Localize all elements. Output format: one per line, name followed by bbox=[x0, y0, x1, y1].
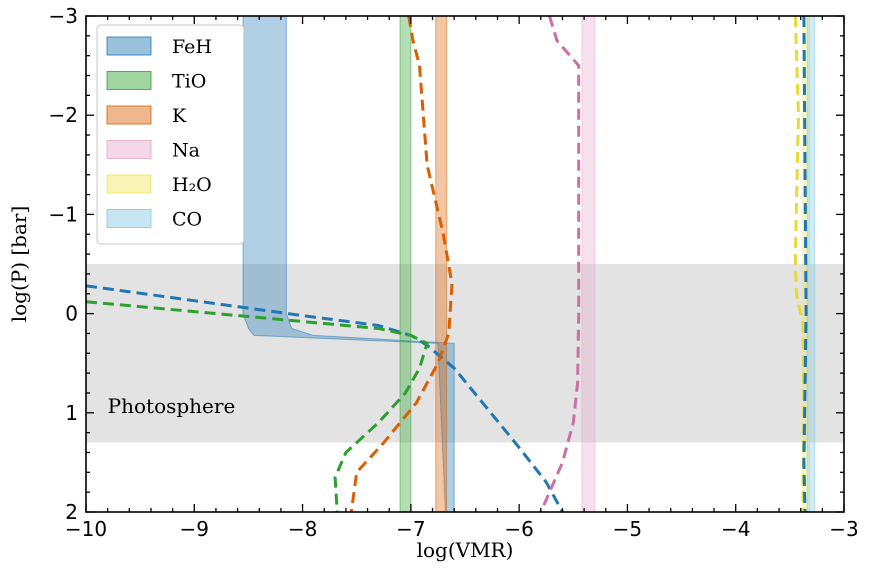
y-tick-label: −3 bbox=[49, 4, 78, 28]
x-tick-label: −10 bbox=[65, 517, 107, 541]
co-profile-line bbox=[802, 16, 808, 512]
photosphere-label: Photosphere bbox=[108, 394, 236, 418]
profile-lines bbox=[86, 16, 808, 512]
x-tick-label: −4 bbox=[721, 517, 750, 541]
plot-frame bbox=[85, 15, 845, 513]
legend-item-feh: FeH bbox=[106, 36, 212, 58]
legend-label: FeH bbox=[172, 36, 212, 58]
legend-item-tio: TiO bbox=[106, 71, 206, 93]
x-tick-label: −6 bbox=[504, 517, 533, 541]
legend-swatch bbox=[106, 71, 152, 90]
y-tick-label: 0 bbox=[65, 302, 78, 326]
legend-swatch bbox=[106, 174, 152, 194]
legend-item-co: CO bbox=[106, 209, 202, 231]
legend-swatch bbox=[106, 209, 152, 228]
x-tick-label: −8 bbox=[288, 517, 317, 541]
x-tick-label: −5 bbox=[613, 517, 642, 541]
na-band bbox=[581, 16, 596, 512]
y-tick-label: −2 bbox=[49, 103, 78, 127]
na-profile-line bbox=[539, 16, 581, 512]
photosphere-band bbox=[86, 264, 844, 443]
legend-label: Na bbox=[172, 140, 200, 162]
axis-ticks bbox=[85, 15, 845, 513]
legend-swatch bbox=[106, 105, 152, 125]
tio-band bbox=[399, 16, 412, 512]
x-tick-label: −3 bbox=[829, 517, 858, 541]
k-profile-line bbox=[349, 16, 454, 512]
legend-swatch bbox=[106, 36, 152, 56]
plot-area bbox=[86, 16, 844, 512]
legend-label: CO bbox=[172, 209, 202, 231]
y-tick-label: 2 bbox=[65, 500, 78, 524]
tio-profile-line bbox=[86, 300, 429, 512]
legend-label: H₂O bbox=[172, 174, 212, 196]
k-band bbox=[435, 16, 448, 512]
y-axis-label: log(P) [bar] bbox=[7, 206, 31, 323]
legend-frame bbox=[96, 24, 245, 245]
y-tick-label: 1 bbox=[65, 401, 78, 425]
feh-band bbox=[242, 16, 455, 512]
legend-item-na: Na bbox=[106, 140, 200, 162]
legend-item-k: K bbox=[106, 105, 187, 127]
legend: FeH TiO K Na H₂O CO bbox=[96, 24, 245, 245]
legend-item-h-o: H₂O bbox=[106, 174, 212, 196]
x-tick-label: −7 bbox=[396, 517, 425, 541]
co-band bbox=[806, 16, 816, 512]
legend-label: TiO bbox=[172, 71, 206, 93]
legend-label: K bbox=[172, 105, 187, 127]
x-tick-label: −9 bbox=[180, 517, 209, 541]
x-axis-label: log(VMR) bbox=[417, 538, 514, 562]
y-tick-label: −1 bbox=[49, 202, 78, 226]
legend-swatch bbox=[106, 140, 152, 159]
